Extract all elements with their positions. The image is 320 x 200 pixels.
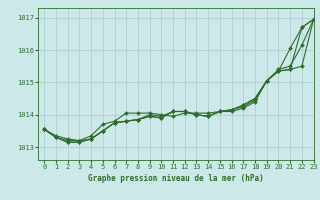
X-axis label: Graphe pression niveau de la mer (hPa): Graphe pression niveau de la mer (hPa) xyxy=(88,174,264,183)
